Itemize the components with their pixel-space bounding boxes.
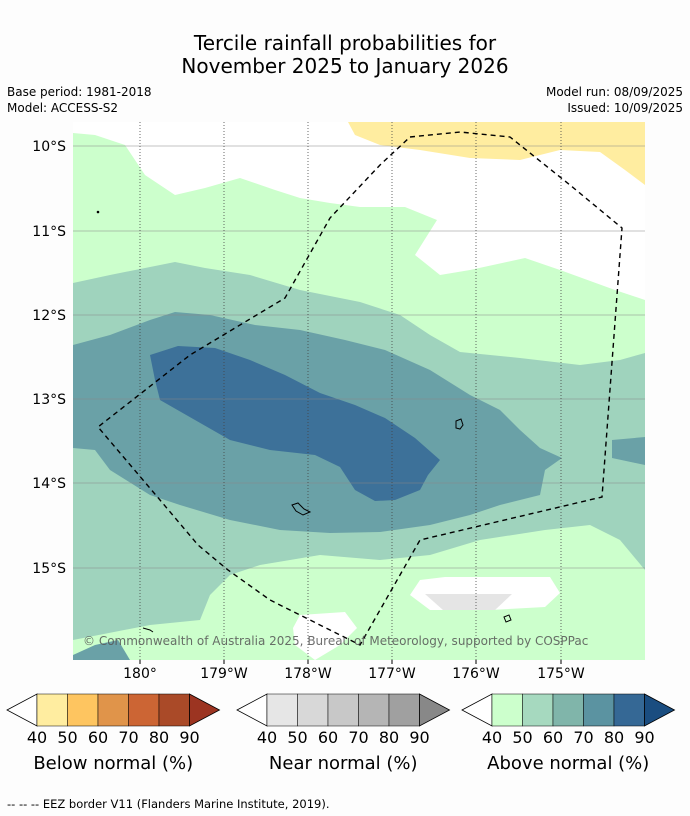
colorbar-tick-label: 50	[512, 728, 533, 747]
colorbar-title: Near normal (%)	[268, 753, 418, 774]
land-outlines	[96, 210, 512, 633]
colorbar-tick-label: 90	[634, 728, 655, 747]
near-normal-core-east	[425, 594, 512, 610]
lat-label: 14°S	[32, 476, 66, 492]
colorbar-tick-label: 80	[603, 728, 625, 747]
colorbar-tick-label: 40	[26, 728, 48, 747]
colorbar-tick-label: 40	[256, 728, 278, 747]
eez-footnote: -- -- -- EEZ border V11 (Flanders Marine…	[7, 797, 330, 811]
lon-label: 180°	[123, 666, 157, 682]
lat-label: 12°S	[32, 308, 66, 324]
above-70-region	[150, 346, 440, 501]
above-60-east-patch	[612, 437, 645, 465]
copyright-text: © Commonwealth of Australia 2025, Bureau…	[83, 634, 588, 648]
lon-labels: 180° 179°W 178°W 177°W 176°W 175°W	[123, 666, 585, 682]
colorbar-swatch	[297, 693, 329, 727]
colorbar-swatch	[583, 693, 615, 727]
colorbar-swatch	[266, 693, 298, 727]
lat-label: 11°S	[32, 224, 66, 240]
colorbar-swatch	[97, 693, 129, 727]
lon-label: 175°W	[537, 666, 585, 682]
near-normal-patch-south	[293, 612, 357, 660]
lon-label: 177°W	[368, 666, 416, 682]
colorbar-swatch	[491, 693, 523, 727]
colorbar-swatch	[128, 693, 160, 727]
colorbar-above-normal	[461, 693, 676, 727]
graticule	[73, 122, 645, 660]
colorbar-tick-label: 90	[179, 728, 200, 747]
colorbar-tick-label: 70	[573, 728, 594, 747]
island-outline	[455, 418, 464, 430]
colorbar-tick-label: 50	[287, 728, 308, 747]
colorbar-max-arrow	[189, 693, 221, 727]
lon-ticks	[139, 660, 562, 664]
lat-label: 15°S	[32, 561, 66, 577]
colorbar-tick-label: 60	[317, 728, 339, 747]
title-line-2: November 2025 to January 2026	[181, 54, 509, 78]
colorbar-near-normal	[236, 693, 451, 727]
colorbar-tick-label: 90	[409, 728, 430, 747]
colorbar-swatch	[522, 693, 554, 727]
base-period: Base period: 1981-2018	[7, 85, 152, 99]
lon-label: 179°W	[200, 666, 248, 682]
colorbar-swatch	[552, 693, 584, 727]
colorbar-tick-label: 50	[57, 728, 78, 747]
colorbar-below-normal	[6, 693, 221, 727]
colorbar-swatch	[388, 693, 420, 727]
colorbar-swatch	[158, 693, 190, 727]
below-normal-region	[348, 122, 645, 185]
colorbar-swatch	[36, 693, 68, 727]
model-run: Model run: 08/09/2025	[545, 85, 683, 99]
colorbar-tick-label: 80	[148, 728, 170, 747]
colorbar-tick-label: 60	[542, 728, 564, 747]
colorbar-tick-label: 80	[378, 728, 400, 747]
island-outline	[142, 627, 154, 633]
eez-border	[96, 131, 623, 646]
colorbar-swatch	[67, 693, 99, 727]
lon-label: 176°W	[452, 666, 500, 682]
colorbar-swatch	[327, 693, 359, 727]
colorbar-swatch	[613, 693, 645, 727]
colorbar-swatch	[358, 693, 390, 727]
colorbar-tick-label: 60	[87, 728, 109, 747]
colorbar-tick-label: 70	[118, 728, 139, 747]
island-outline	[291, 502, 312, 516]
colorbar-tick-label: 40	[481, 728, 503, 747]
lat-label: 13°S	[32, 392, 66, 408]
lat-label: 10°S	[32, 139, 66, 155]
map-fill-layers	[73, 122, 645, 660]
colorbar-max-arrow	[644, 693, 676, 727]
island-dot	[96, 210, 100, 214]
lat-labels: 10°S 11°S 12°S 13°S 14°S 15°S	[32, 139, 66, 577]
colorbar-title: Above normal (%)	[487, 753, 650, 774]
island-outline	[503, 614, 512, 623]
model-name: Model: ACCESS-S2	[7, 101, 119, 115]
above-40-lower-region	[73, 525, 645, 660]
above-60-corner	[73, 640, 130, 660]
lon-label: 178°W	[284, 666, 332, 682]
colorbar-min-arrow	[6, 693, 38, 727]
title-line-1: Tercile rainfall probabilities for	[193, 31, 497, 55]
issued-date: Issued: 10/09/2025	[567, 101, 683, 115]
colorbar-min-arrow	[236, 693, 268, 727]
colorbar-tick-label: 70	[348, 728, 369, 747]
colorbar-min-arrow	[461, 693, 493, 727]
colorbar-title: Below normal (%)	[33, 753, 194, 774]
colorbar-max-arrow	[419, 693, 451, 727]
